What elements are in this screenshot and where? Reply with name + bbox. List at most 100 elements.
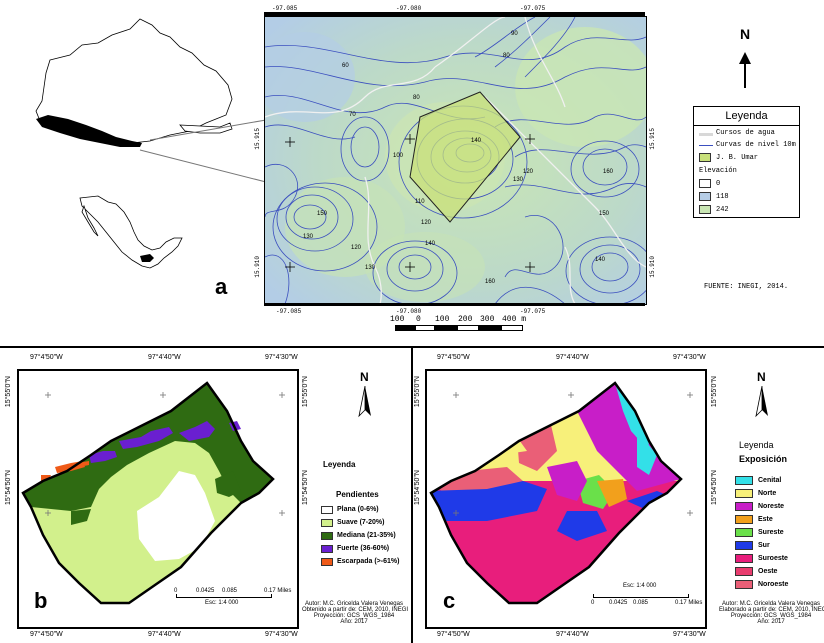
legend-swatch [735,528,753,537]
scale-label: 0.17 Miles [264,588,292,594]
legend-a: Leyenda Cursos de agua Curvas de nivel 1… [693,106,800,218]
topographic-map: 60 70 80 80 90 100 110 120 120 120 130 1… [264,16,647,305]
contour-label: 160 [485,279,496,285]
contour-label: 80 [503,53,510,59]
aspect-map [429,381,693,605]
bottom-tick-label: 97°4'50"W [30,631,63,638]
contour-label: 130 [365,265,376,271]
credit-line: Elaborado a partir de: CEM, 2010, INEGI [719,607,824,613]
bottom-tick-label: -97.085 [276,308,302,315]
slope-legend: Plana (0-6%) Suave (7-20%) Mediana (21-3… [321,504,411,574]
legend-label: Este [758,515,773,523]
contour-label: 150 [599,211,610,217]
scale-label: 100 [390,315,405,324]
north-arrow-icon [739,52,751,88]
legend-label: 242 [716,206,729,214]
left-tick-label: 15°54'50"N [414,470,421,506]
north-label: N [757,370,766,384]
panel-divider [0,346,824,348]
area-swatch [699,153,711,162]
top-tick-label: -97.085 [272,5,298,12]
legend-label: Sureste [758,528,784,536]
legend-title: Leyenda [323,460,356,469]
right-tick-label: 15°55'0"N [711,376,718,408]
legend-label: J. B. Umar [716,154,759,162]
left-tick-label: 15°54'50"N [5,470,12,506]
legend-item: Plana (0-6%) [321,504,379,515]
credits: Autor: M.C. Gricelda Valera Venegas Elab… [719,601,824,625]
contour-label: 120 [523,169,534,175]
legend-item: Suave (7-20%) [321,517,384,528]
north-label: N [360,370,369,384]
contour-label: 130 [303,234,314,240]
left-tick-label: 15°55'0"N [414,376,421,408]
legend-item: Fuerte (36-60%) [321,543,389,554]
river-line-icon [699,133,713,136]
panel-letter-b: b [34,588,48,613]
scale-segment [415,325,435,331]
contour-label: 140 [595,257,606,263]
legend-label: Suroeste [758,554,788,562]
contour-label: 120 [421,220,432,226]
bottom-tick-label: -97.080 [396,308,422,315]
scale-segment [435,325,457,331]
credit-line: Proyección: GCS_WGS_1984 [730,613,812,619]
left-tick-label: 15°55'0"N [5,376,12,408]
scale-bar [176,594,272,598]
legend-title: Leyenda [739,440,774,450]
contour-label: 70 [349,112,356,118]
legend-swatch [321,531,333,540]
scale-label: 200 [458,315,473,324]
legend-swatch [735,515,753,524]
right-tick-label: 15.910 [649,256,656,278]
contour-label: 110 [415,199,425,205]
source-note: FUENTE: INEGI, 2014. [704,283,789,291]
legend-label: Curvas de nivel 10m [716,141,796,149]
right-tick-label: 15.915 [649,128,656,150]
mexico-locator-map [79,195,183,269]
legend-label: Plana (0-6%) [337,505,379,513]
legend-swatch [321,544,333,553]
scale-label: 0 [416,315,421,324]
contour-label: 140 [425,241,436,247]
panel-b: 97°4'50"W 97°4'40"W 97°4'30"W 97°4'50"W … [0,348,411,643]
legend-label: Noroeste [758,580,789,588]
slope-map [21,381,285,605]
scale-label: 0.0425 [196,588,215,594]
bottom-tick-label: 97°4'50"W [437,631,470,638]
north-label: N [740,26,751,42]
legend-subtitle: Pendientes [336,490,379,499]
scale-bar [395,325,525,331]
scale-label: 0.17 Miles [675,600,703,606]
scale-label: 0 [591,600,595,606]
top-tick-label: 97°4'30"W [265,354,298,361]
legend-label: Sur [758,541,770,549]
legend-swatch [735,489,753,498]
legend-item: Noreste [735,501,784,512]
locator-connector-lines [139,119,267,183]
bottom-tick-label: 97°4'40"W [556,631,589,638]
top-tick-label: -97.075 [520,5,546,12]
legend-swatch [735,541,753,550]
scale-label: 0.085 [633,600,649,606]
credit-line: Obtenido a partir de: CEM, 2010, INEGI [302,607,409,613]
legend-swatch [321,518,333,527]
legend-item: Norte [735,488,776,499]
scale-label: 0.0425 [609,600,628,606]
legend-item: Suroeste [735,553,788,564]
legend-item: Escarpada (>-61%) [321,556,399,567]
legend-swatch [321,505,333,514]
elevation-title: Elevación [699,167,737,175]
north-arrow-icon [358,386,371,418]
right-tick-label: 15°54'50"N [302,470,309,506]
left-tick-label: 15.915 [254,128,261,150]
legend-label: Fuerte (36-60%) [337,544,390,552]
panel-divider-vertical [411,348,413,643]
legend-label: Norte [758,489,777,497]
legend-item: Noroeste [735,579,788,590]
legend-label: Suave (7-20%) [337,518,385,526]
scale-segment [395,325,415,331]
credit-line: Autor: M.C. Gricelda Valera Venegas [305,601,403,607]
bottom-tick-label: 97°4'30"W [673,631,706,638]
right-tick-label: 15°55'0"N [302,376,309,408]
